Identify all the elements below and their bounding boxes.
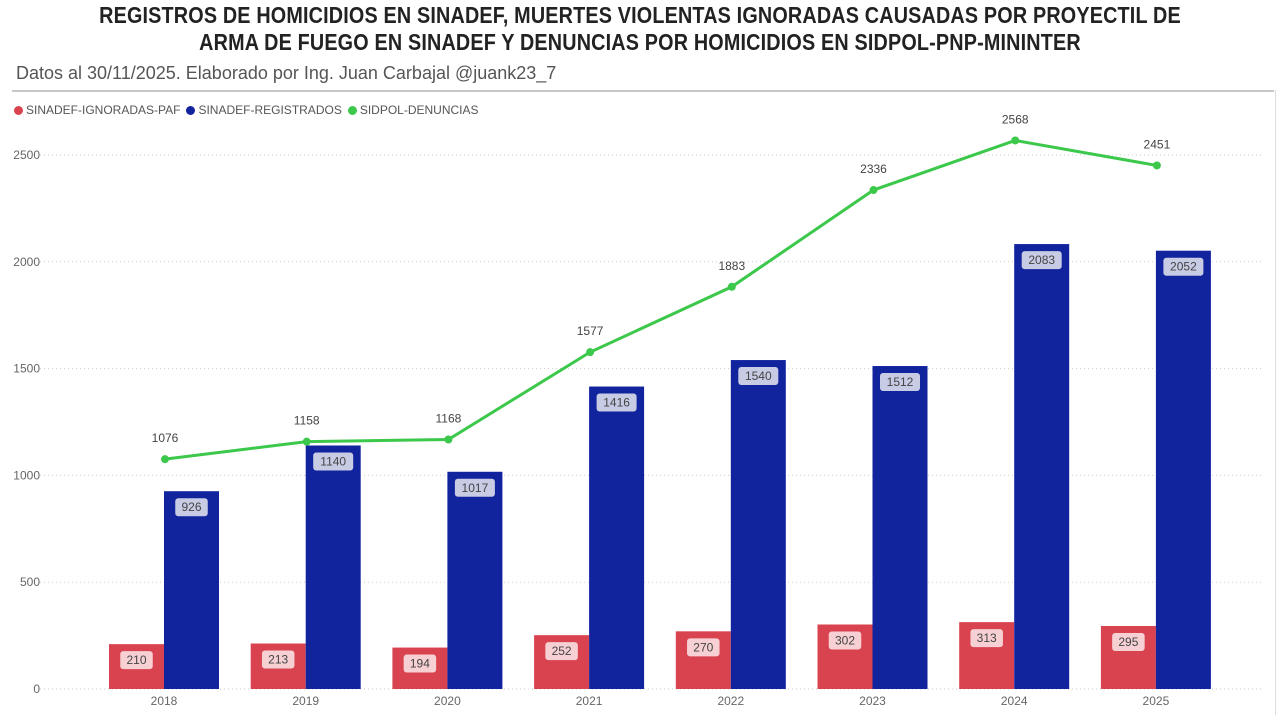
- data-label: 295: [1118, 635, 1138, 649]
- y-tick-label: 500: [20, 575, 40, 589]
- data-label: 2451: [1144, 137, 1171, 151]
- data-label: 1540: [745, 369, 772, 383]
- data-label: 210: [126, 653, 146, 667]
- data-label-bg: [1163, 257, 1204, 276]
- divider: [1275, 90, 1276, 715]
- line-point: [1152, 161, 1161, 170]
- data-label-bg: [454, 478, 495, 497]
- data-label: 213: [268, 653, 288, 667]
- bar-sinadef-registrados: [730, 360, 786, 689]
- data-label-bg: [970, 629, 1003, 648]
- y-tick-label: 1000: [13, 468, 40, 482]
- data-label-bg: [175, 498, 208, 517]
- data-label: 270: [693, 640, 713, 654]
- data-label: 313: [977, 631, 997, 645]
- y-tick-label: 1500: [13, 362, 40, 376]
- x-tick-label: 2019: [292, 694, 319, 708]
- data-label-bg: [687, 638, 720, 657]
- bar-sinadef-registrados: [1155, 250, 1211, 689]
- chart-title: REGISTROS DE HOMICIDIOS EN SINADEF, MUER…: [99, 2, 1181, 55]
- data-label-bg: [313, 452, 354, 471]
- data-label: 926: [181, 500, 201, 514]
- data-label-bg: [261, 650, 295, 669]
- data-label-bg: [120, 651, 153, 670]
- data-label-bg: [738, 367, 779, 386]
- data-label: 2083: [1028, 253, 1055, 267]
- bar-sinadef-registrados: [447, 471, 503, 689]
- bar-sinadef-registrados: [589, 386, 645, 689]
- data-label: 1416: [603, 396, 630, 410]
- line-point: [444, 435, 453, 444]
- data-label-bg: [828, 631, 862, 650]
- line-point: [727, 282, 736, 291]
- divider: [12, 90, 1274, 92]
- y-tick-label: 2000: [13, 255, 40, 269]
- legend: SINADEF-IGNORADAS-PAF SINADEF-REGISTRADO…: [14, 103, 479, 117]
- bar-sinadef-registrados: [1014, 244, 1070, 689]
- x-tick-label: 2020: [434, 694, 461, 708]
- line-point: [869, 186, 878, 195]
- data-label: 1017: [462, 481, 489, 495]
- data-label: 1577: [577, 324, 604, 338]
- x-tick-label: 2023: [859, 694, 886, 708]
- data-label-bg: [545, 642, 578, 661]
- x-tick-label: 2022: [717, 694, 744, 708]
- data-label: 1512: [887, 375, 914, 389]
- data-label-bg: [1112, 632, 1145, 651]
- data-label: 1158: [294, 414, 320, 428]
- chart-subtitle: Datos al 30/11/2025. Elaborado por Ing. …: [16, 63, 557, 83]
- legend-dot-icon: [14, 105, 23, 115]
- bar-sinadef-registrados: [164, 491, 219, 689]
- data-label: 2336: [860, 162, 887, 176]
- data-label: 1883: [718, 259, 745, 273]
- line-point: [302, 437, 311, 446]
- legend-label: SINADEF-IGNORADAS-PAF: [26, 103, 181, 117]
- data-label-bg: [1021, 251, 1062, 270]
- line-point: [1011, 136, 1020, 145]
- legend-label: SIDPOL-DENUNCIAS: [359, 103, 479, 117]
- x-tick-label: 2021: [576, 694, 603, 708]
- bar-sinadef-registrados: [872, 366, 928, 689]
- data-label: 1140: [320, 454, 346, 468]
- data-label: 252: [552, 644, 572, 658]
- x-tick-label: 2025: [1143, 694, 1170, 708]
- x-tick-label: 2024: [1001, 694, 1028, 708]
- data-label-bg: [596, 393, 637, 412]
- line-point: [586, 348, 595, 357]
- data-label-bg: [403, 654, 437, 673]
- line-point: [161, 455, 169, 464]
- data-label: 2568: [1002, 112, 1029, 126]
- data-label-bg: [880, 373, 920, 392]
- y-tick-label: 0: [33, 682, 40, 696]
- legend-item[interactable]: SINADEF-IGNORADAS-PAF: [14, 103, 180, 117]
- legend-dot-icon: [347, 105, 357, 115]
- legend-label: SINADEF-REGISTRADOS: [198, 103, 342, 117]
- x-tick-label: 2018: [151, 694, 178, 708]
- data-label: 1076: [152, 431, 179, 445]
- data-label: 194: [410, 657, 430, 671]
- bar-sinadef-registrados: [305, 445, 361, 689]
- data-label: 302: [835, 633, 855, 647]
- data-label: 1168: [435, 412, 461, 426]
- line-sidpol-denuncias: [164, 138, 1158, 461]
- legend-item[interactable]: SINADEF-REGISTRADOS: [186, 103, 342, 117]
- data-label: 2052: [1170, 260, 1197, 274]
- legend-dot-icon: [186, 105, 196, 115]
- legend-item[interactable]: SIDPOL-DENUNCIAS: [347, 103, 479, 117]
- y-tick-label: 2500: [13, 148, 40, 162]
